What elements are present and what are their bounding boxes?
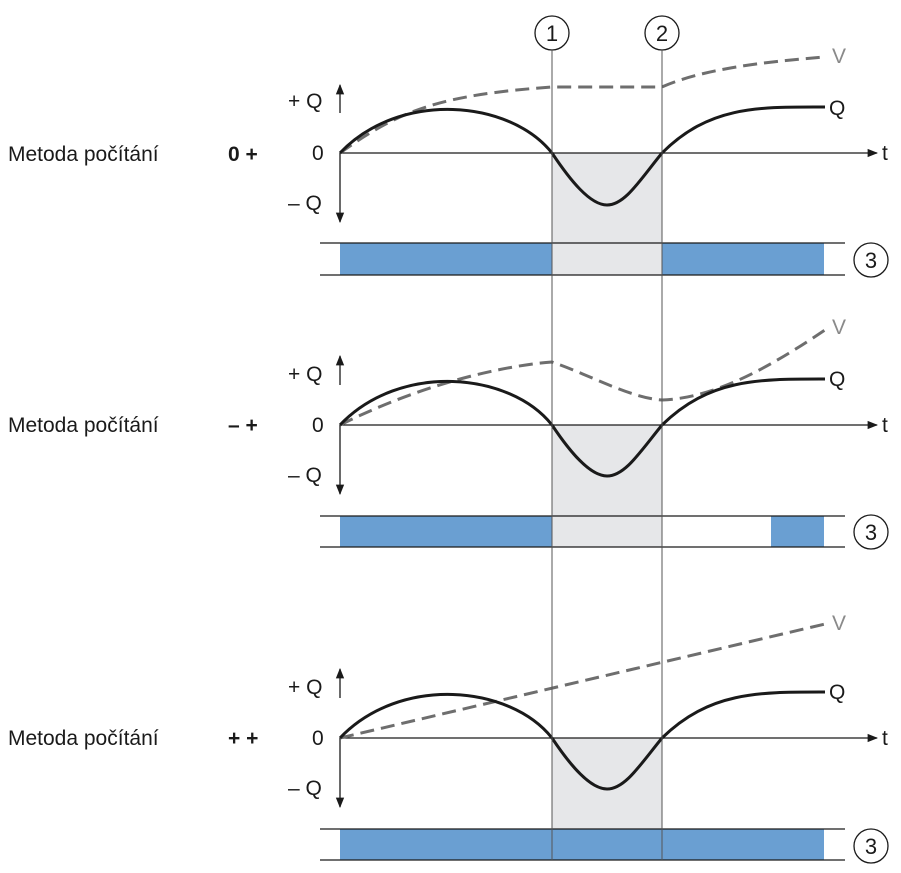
method-code: 0 + xyxy=(228,143,258,166)
counting-bar-segment xyxy=(340,243,552,275)
shaded-interval xyxy=(552,153,662,275)
counting-bar-segment xyxy=(340,516,552,547)
panel-minus-plus: + Q 0 – Q t Q V Metoda počítání – + 3 xyxy=(8,316,889,550)
minus-q-label: – Q xyxy=(288,777,322,800)
marker-3-label: 3 xyxy=(865,520,877,545)
t-axis-label: t xyxy=(882,727,888,750)
method-label: Metoda počítání xyxy=(8,727,159,750)
method-code: – + xyxy=(228,414,258,437)
plus-q-label: + Q xyxy=(288,363,322,386)
method-code: + + xyxy=(228,727,258,750)
marker-3: 3 xyxy=(853,828,889,864)
v-curve-label: V xyxy=(832,612,846,635)
v-curve xyxy=(339,328,826,427)
zero-label: 0 xyxy=(312,414,324,437)
q-curve-label: Q xyxy=(829,368,845,391)
marker-1-label: 1 xyxy=(546,21,558,46)
marker-2: 2 xyxy=(644,15,680,51)
counting-bar-segment xyxy=(662,243,824,275)
marker-3: 3 xyxy=(853,514,889,550)
marker-3-label: 3 xyxy=(865,834,877,859)
plus-q-label: + Q xyxy=(288,676,322,699)
t-axis-label: t xyxy=(882,414,888,437)
minus-q-label: – Q xyxy=(288,464,322,487)
marker-3: 3 xyxy=(853,242,889,278)
marker-3-label: 3 xyxy=(865,248,877,273)
shaded-interval xyxy=(552,425,662,547)
q-curve xyxy=(338,690,826,791)
method-label: Metoda počítání xyxy=(8,414,159,437)
counting-bar-segment xyxy=(771,516,824,547)
zero-label: 0 xyxy=(312,142,324,165)
marker-1: 1 xyxy=(534,15,570,51)
t-axis-label: t xyxy=(882,142,888,165)
plus-q-label: + Q xyxy=(288,90,322,113)
q-curve xyxy=(338,377,826,478)
method-title: Metoda počítání – + xyxy=(8,414,258,437)
q-curve-label: Q xyxy=(829,97,845,120)
method-label: Metoda počítání xyxy=(8,143,159,166)
v-curve xyxy=(339,622,826,740)
panel-plus-plus: + Q 0 – Q t Q V Metoda počítání + + 3 xyxy=(8,612,889,864)
minus-q-label: – Q xyxy=(288,192,322,215)
method-title: Metoda počítání + + xyxy=(8,727,258,750)
q-curve xyxy=(338,105,826,207)
panel-zero-plus: + Q 0 – Q t Q V Metoda počítání 0 + 3 xyxy=(8,45,889,278)
v-curve-label: V xyxy=(832,316,846,339)
v-curve-label: V xyxy=(832,45,846,68)
v-curve xyxy=(339,55,826,155)
q-curve-label: Q xyxy=(829,681,845,704)
counting-bar-segment xyxy=(340,829,824,860)
marker-2-label: 2 xyxy=(656,21,668,46)
zero-label: 0 xyxy=(312,727,324,750)
method-title: Metoda počítání 0 + xyxy=(8,143,258,166)
